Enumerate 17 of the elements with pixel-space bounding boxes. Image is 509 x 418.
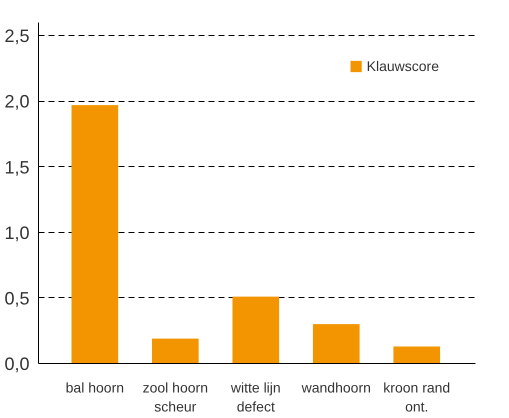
bar — [393, 346, 440, 364]
y-tick-label: 2,5 — [4, 26, 30, 46]
x-tick-label: bal hoorn — [66, 380, 124, 396]
y-tick-label: 1,5 — [4, 157, 30, 178]
x-tick-label: kroon rand ont. — [383, 380, 450, 415]
bar — [232, 296, 280, 364]
x-tick-label: zool hoorn scheur — [142, 380, 208, 415]
bar — [71, 105, 118, 364]
y-tick-label: 2,0 — [4, 92, 30, 112]
bar — [312, 324, 360, 364]
bar — [152, 338, 199, 364]
x-tick-label: wandhoorn — [300, 380, 371, 396]
legend-label: Klauwscore — [366, 58, 439, 74]
y-tick-label: 1,0 — [4, 222, 30, 243]
x-tick-label: witte lijn defect — [230, 380, 281, 415]
y-tick-label: 0,5 — [4, 288, 30, 308]
y-tick-label: 0,0 — [4, 354, 30, 374]
